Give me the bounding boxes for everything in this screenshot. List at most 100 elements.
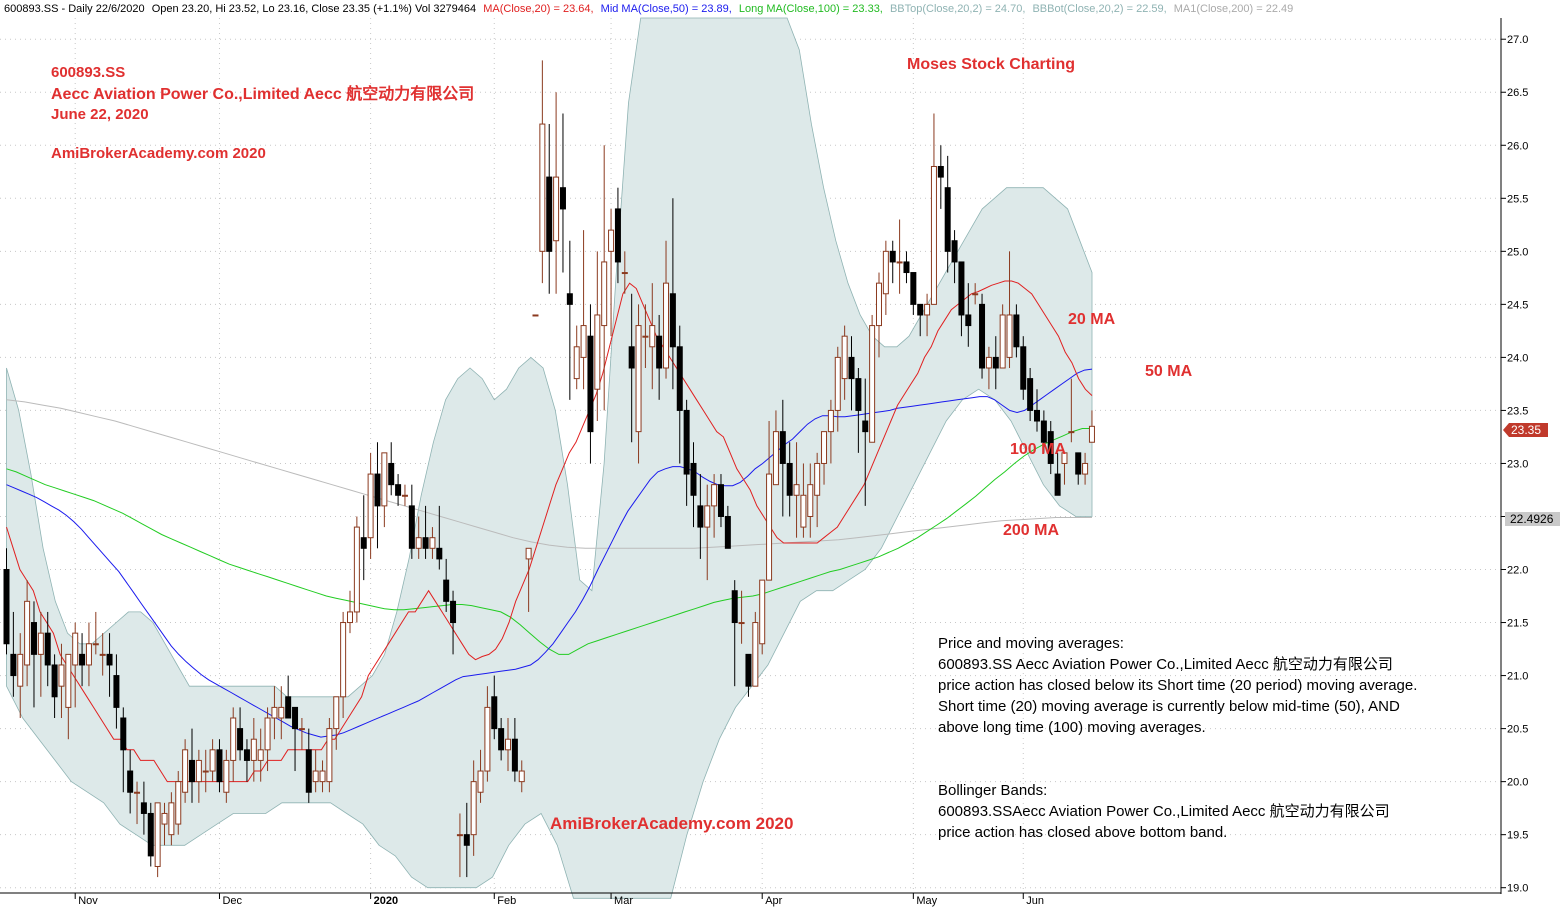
candle-body [216,749,223,783]
candle-body [175,781,182,825]
candle-body [367,473,374,539]
candle-body [1006,314,1013,358]
candle-body [676,346,683,411]
candle-body [807,484,814,517]
x-tick-label: Apr [765,895,782,907]
label-50ma: 50 MA [1145,363,1193,380]
candlesticks [3,60,1095,878]
candle-body [979,303,986,369]
candle-body [436,547,443,560]
ma200-tag: 22.4926 [1505,512,1560,526]
candle-body [353,526,360,613]
candle-body [965,314,972,327]
header-bbbot: BBBot(Close,20,2) = 22.59, [1032,3,1166,15]
candle-body [1020,346,1027,390]
note-line: price action has closed below its Short … [938,677,1417,694]
site-title: AmiBrokerAcademy.com 2020 [51,145,266,162]
x-tick-label: Mar [614,895,633,907]
candle-body [539,123,546,252]
candle-body [1075,452,1082,475]
ma200-value: 22.4926 [1510,512,1554,526]
candle-body [85,643,92,666]
header-ma100: Long MA(Close,100) = 23.33, [739,3,883,15]
candle-body [875,282,882,327]
candle-body [415,537,422,549]
ticker-title: 600893.SS [51,64,125,81]
ma50-line [6,368,1093,738]
candle-body [834,356,841,411]
candle-body [340,622,347,698]
x-tick-label: 2020 [374,895,398,907]
bollinger-commentary: Bollinger Bands: 600893.SSAecc Aviation … [938,782,1390,841]
candle-body [848,356,855,380]
candle-body [484,706,491,772]
candle-body [889,250,896,263]
candle-body [992,356,999,369]
candle-body [793,484,800,496]
candle-body [628,346,635,369]
y-tick-label: 21.5 [1507,618,1528,630]
candle-body [958,261,965,316]
note-line: 600893.SS Aecc Aviation Power Co.,Limite… [938,656,1393,673]
y-tick-label: 20.5 [1507,724,1528,736]
candle-body [608,229,615,252]
candle-body [127,770,134,793]
ma100-line [6,428,1092,655]
candle-body [237,728,244,751]
candle-body [924,303,931,316]
candle-body [79,653,86,666]
candle-body [456,834,463,837]
candle-body [601,261,608,327]
candle-body [951,240,958,263]
candle-body [285,696,292,719]
candle-body [347,611,353,624]
header-bbtop: BBTop(Close,20,2) = 24.70, [890,3,1025,15]
candle-body [37,632,44,655]
candle-body [381,452,388,507]
bollinger-band-area [6,17,1093,899]
candle-body [243,749,250,761]
candle-body [271,706,278,719]
candle-body [745,653,752,687]
candle-body [443,579,450,602]
candle-body [821,431,828,464]
candle-body [642,335,649,338]
candle-body [463,834,470,846]
candle-body [841,335,848,380]
candle-body [580,325,587,358]
candle-body [683,409,690,475]
candle-body [408,505,415,549]
header-ma200: MA1(Close,200) = 22.49 [1174,3,1294,15]
candle-body [855,378,862,411]
y-tick-label: 19.0 [1507,883,1528,895]
candle-body [553,176,560,242]
x-tick-label: Jun [1026,895,1044,907]
candle-body [594,314,601,390]
candle-body [944,187,951,252]
candle-body [1082,462,1089,475]
candle-body [17,653,24,687]
candle-body [903,261,910,274]
x-tick-label: Nov [78,895,98,907]
candle-body [779,431,786,464]
candle-body [1061,452,1068,464]
candle-body [161,812,168,825]
y-tick-label: 22.0 [1507,565,1528,577]
candle-body [154,802,161,867]
candle-body [882,250,889,295]
candle-body [134,791,141,794]
candle-body [305,749,312,793]
label-100ma: 100 MA [1010,441,1066,458]
x-tick-label: Feb [497,895,516,907]
candle-body [566,293,573,305]
candle-body [250,738,257,761]
candle-body [10,653,17,677]
candle-body [147,812,154,857]
note-line: Price and moving averages: [938,635,1124,652]
candle-body [1068,431,1075,434]
y-tick-label: 20.0 [1507,777,1528,789]
candle-body [731,590,738,624]
x-axis: Nov Dec 2020 Feb Mar Apr May Jun [74,893,1044,907]
candle-body [511,738,518,772]
